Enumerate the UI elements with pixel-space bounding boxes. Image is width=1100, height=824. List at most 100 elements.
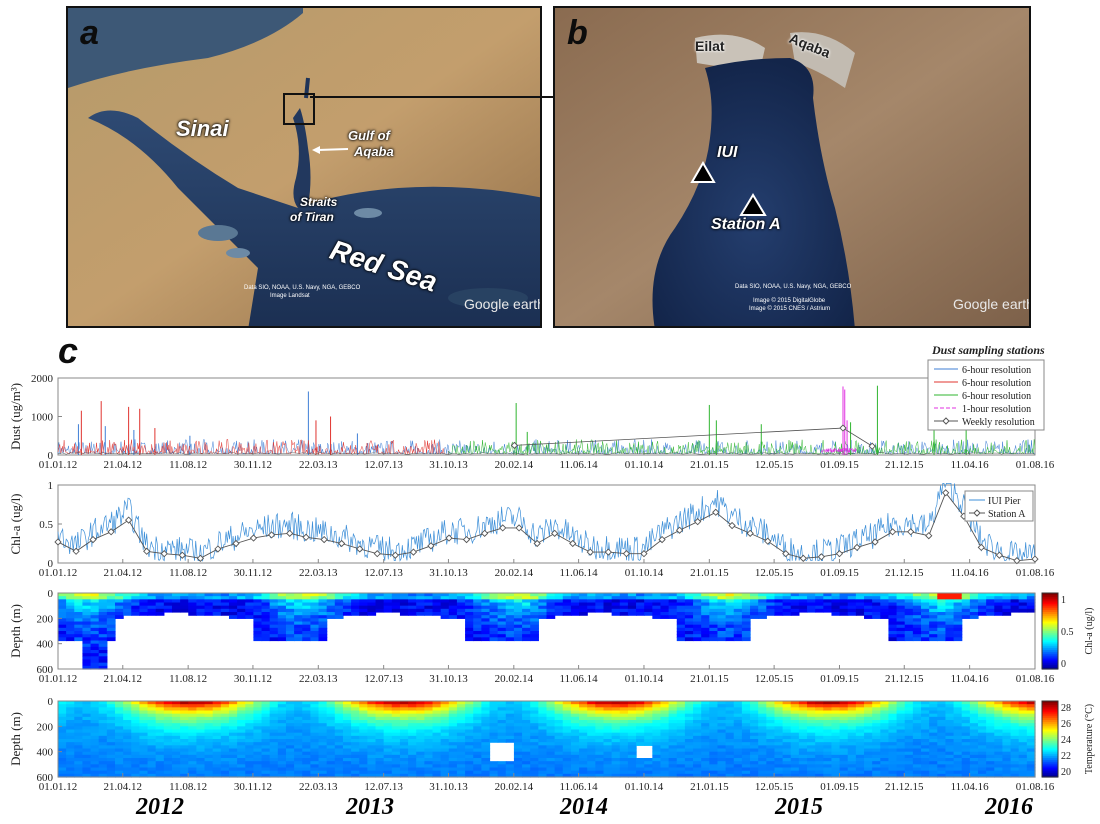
heatmap-cell (717, 713, 727, 718)
heatmap-cell (668, 605, 678, 610)
heatmap-cell (538, 748, 548, 753)
heatmap-cell (505, 618, 515, 623)
heatmap-cell (473, 716, 482, 721)
heatmap-cell (701, 704, 710, 708)
heatmap-cell (98, 707, 108, 712)
heatmap-cell (945, 701, 955, 705)
heatmap-cell (717, 605, 727, 610)
heatmap-cell (872, 745, 881, 750)
heatmap-cell (912, 602, 922, 607)
heatmap-cell (798, 602, 808, 607)
heatmap-cell (269, 618, 279, 623)
heatmap-cell (945, 748, 955, 753)
heatmap-cell (497, 624, 507, 629)
heatmap-cell (82, 710, 92, 715)
heatmap-cell (237, 751, 246, 756)
heatmap-cell (831, 758, 841, 762)
y-axis-label: Chl-a (ug/l) (8, 493, 23, 554)
heatmap-cell (285, 704, 295, 708)
heatmap-cell (367, 726, 377, 731)
heatmap-cell (603, 726, 613, 731)
heatmap-cell (391, 735, 401, 740)
heatmap-cell (58, 631, 67, 635)
heatmap-cell (978, 754, 987, 759)
heatmap-cell (888, 627, 898, 632)
heatmap-cell (538, 729, 548, 734)
heatmap-cell (562, 767, 572, 772)
heatmap-cell (253, 716, 263, 721)
heatmap-cell (98, 754, 108, 759)
heatmap-cell (725, 637, 735, 642)
heatmap-cell (522, 729, 531, 734)
heatmap-cell (302, 596, 311, 600)
heatmap-cell (709, 710, 719, 715)
heatmap-cell (733, 720, 743, 724)
heatmap-cell (847, 710, 857, 715)
heatmap-cell (733, 773, 743, 778)
heatmap-cell (945, 624, 955, 629)
heatmap-cell (978, 608, 987, 613)
heatmap-cell (546, 739, 556, 743)
heatmap-cell (465, 732, 474, 737)
heatmap-cell (709, 605, 719, 610)
heatmap-cell (375, 751, 385, 756)
heatmap-cell (969, 745, 979, 750)
heatmap-cell (359, 704, 368, 708)
heatmap-cell (562, 735, 572, 740)
heatmap-cell (978, 742, 987, 746)
colorbar-segment (1042, 714, 1058, 717)
year-label-2012: 2012 (136, 794, 184, 820)
heatmap-cell (440, 593, 450, 597)
heatmap-cell (562, 713, 572, 718)
heatmap-cell (798, 773, 808, 778)
heatmap-cell (725, 621, 735, 626)
heatmap-cell (636, 720, 645, 724)
heatmap-cell (595, 720, 605, 724)
heatmap-cell (579, 605, 588, 610)
station-a-point (356, 545, 364, 553)
heatmap-cell (847, 758, 857, 762)
heatmap-cell (416, 751, 425, 756)
heatmap-cell (342, 707, 352, 712)
heatmap-cell (864, 726, 873, 731)
heatmap-cell (554, 726, 564, 731)
heatmap-cell (310, 713, 320, 718)
heatmap-cell (522, 624, 531, 629)
heatmap-cell (855, 707, 865, 712)
heatmap-cell (603, 710, 613, 715)
heatmap-cell (782, 602, 792, 607)
heatmap-cell (302, 742, 311, 746)
heatmap-cell (465, 701, 474, 705)
heatmap-cell (123, 723, 132, 727)
heatmap-cell (937, 745, 947, 750)
heatmap-cell (880, 599, 890, 604)
heatmap-cell (180, 602, 189, 607)
heatmap-cell (855, 739, 865, 743)
heatmap-cell (90, 739, 100, 743)
heatmap-cell (513, 627, 523, 632)
heatmap-cell (872, 758, 881, 762)
heatmap-cell (155, 602, 165, 607)
heatmap-cell (766, 593, 776, 597)
heatmap-cell (294, 713, 303, 718)
legend-marker (942, 417, 950, 425)
heatmap-cell (554, 701, 564, 705)
heatmap-cell (440, 758, 450, 762)
heatmap-cell (619, 608, 629, 613)
heatmap-cell (676, 605, 686, 610)
heatmap-cell (489, 710, 499, 715)
heatmap-cell (945, 764, 955, 769)
colorbar-segment (1042, 606, 1058, 609)
heatmap-cell (782, 773, 792, 778)
heatmap-cell (277, 773, 287, 778)
heatmap-cell (587, 605, 596, 610)
heatmap-cell (456, 745, 466, 750)
station-a-point (835, 550, 844, 558)
heatmap-cell (481, 593, 491, 597)
heatmap-cell (595, 602, 605, 607)
heatmap-cell (570, 596, 580, 600)
heatmap-cell (481, 739, 491, 743)
heatmap-cell (953, 627, 963, 632)
heatmap-cell (717, 729, 727, 734)
